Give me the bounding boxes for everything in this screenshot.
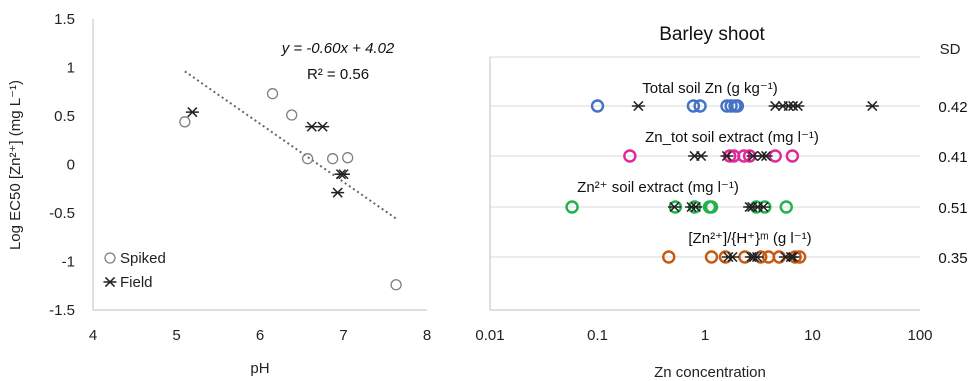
x-tick-label: 0.1	[587, 327, 608, 344]
barley-point	[756, 201, 770, 213]
spiked-point	[342, 152, 354, 164]
data-row: Zn²⁺ soil extract (mg l⁻¹) 0.51	[565, 179, 968, 217]
spiked-point	[286, 109, 298, 121]
soil-point	[623, 149, 637, 163]
data-row: [Zn²⁺]/{H⁺}ᵐ (g l⁻¹) 0.35	[662, 230, 968, 267]
soil-point	[785, 149, 800, 163]
sd-value: 0.42	[938, 99, 967, 116]
spiked-point	[301, 153, 314, 165]
right-tick-labels: 0.01 0.1 1 10 100	[475, 327, 932, 344]
sd-header: SD	[940, 41, 961, 58]
sd-value: 0.41	[938, 149, 967, 166]
right-data-rows: Total soil Zn (g kg⁻¹) 0.42 Zn_tot soil ex…	[565, 80, 968, 267]
x-axis-label-ph: pH	[250, 360, 269, 377]
soil-point	[779, 200, 793, 214]
equation-annotation: y = -0.60x + 4.02	[281, 40, 395, 57]
legend-marker-spiked	[104, 252, 116, 264]
soil-point	[724, 99, 738, 113]
row-label: Total soil Zn (g kg⁻¹)	[642, 80, 777, 97]
barley-point	[750, 251, 764, 263]
x-tick-label: 1	[701, 327, 709, 344]
data-row: Total soil Zn (g kg⁻¹) 0.42	[590, 80, 968, 116]
legend-marker-field	[103, 276, 117, 288]
left-scatter-plot: 4 5 6 7 8 -1.5 -1 -0.5 0 0.5 1 1.5 y = -0.60x + 4.0…	[7, 11, 431, 377]
y-tick-label: -1.5	[49, 302, 75, 319]
y-tick-label: 1	[67, 60, 75, 77]
left-tick-labels: 4 5 6 7 8 -1.5 -1 -0.5 0 0.5 1 1.5	[49, 11, 431, 344]
soil-point	[686, 99, 701, 113]
legend-label: Field	[120, 274, 153, 291]
soil-point	[565, 200, 579, 214]
field-point	[316, 121, 330, 132]
soil-point	[693, 99, 707, 113]
x-tick-label: 10	[804, 327, 821, 344]
soil-point	[730, 99, 745, 113]
spiked-point	[266, 88, 279, 100]
field-point	[337, 169, 350, 180]
x-tick-label: 100	[907, 327, 932, 344]
barley-point	[689, 201, 703, 213]
barley-point	[759, 150, 773, 162]
x-tick-label: 5	[172, 327, 180, 344]
spiked-point	[390, 279, 402, 291]
barley-point	[694, 150, 708, 162]
barley-point	[791, 100, 805, 112]
sd-value: 0.35	[938, 250, 967, 267]
y-tick-label: 0	[67, 157, 75, 174]
field-point	[185, 107, 199, 118]
y-tick-label: 0.5	[54, 108, 75, 125]
y-tick-label: -1	[62, 254, 75, 271]
row-label: [Zn²⁺]/{H⁺}ᵐ (g l⁻¹)	[688, 230, 811, 247]
barley-point	[865, 100, 879, 112]
trendline	[184, 70, 399, 221]
legend: Spiked Field	[103, 250, 166, 291]
left-data-points	[179, 88, 402, 291]
spiked-point	[179, 116, 191, 128]
data-row: Zn_tot soil extract (mg l⁻¹) 0.41	[623, 129, 968, 166]
sd-value: 0.51	[938, 200, 967, 217]
right-axes	[489, 57, 920, 311]
row-label: Zn_tot soil extract (mg l⁻¹)	[645, 129, 819, 146]
x-tick-label: 0.01	[475, 327, 504, 344]
barley-point	[786, 251, 800, 263]
x-tick-label: 6	[256, 327, 264, 344]
left-axes	[92, 19, 427, 311]
x-tick-label: 7	[339, 327, 347, 344]
soil-point	[704, 200, 719, 214]
soil-point	[590, 99, 605, 113]
y-tick-label: 1.5	[54, 11, 75, 28]
barley-point	[631, 100, 645, 112]
x-axis-label-zn-concentration: Zn concentration	[654, 364, 766, 381]
row-label: Zn²⁺ soil extract (mg l⁻¹)	[577, 179, 739, 196]
x-tick-label: 4	[89, 327, 97, 344]
right-scatter-plot: Barley shoot SD 0.01 0.1 1 10 100 Total soil…	[475, 24, 967, 381]
chart-title-barley-shoot: Barley shoot	[659, 24, 765, 45]
x-tick-label: 8	[423, 327, 431, 344]
barley-point	[725, 251, 739, 263]
soil-point	[662, 250, 676, 264]
barley-point	[720, 150, 734, 162]
y-axis-label-log-ec50: Log EC50 [Zn²⁺] (mg L⁻¹)	[7, 80, 24, 250]
soil-point	[704, 250, 719, 264]
legend-label: Spiked	[120, 250, 166, 267]
field-point	[331, 187, 345, 198]
y-tick-label: -0.5	[49, 205, 75, 222]
barley-point	[667, 201, 681, 213]
r-squared-annotation: R² = 0.56	[307, 66, 369, 83]
field-point	[305, 121, 319, 132]
spiked-point	[326, 153, 339, 165]
